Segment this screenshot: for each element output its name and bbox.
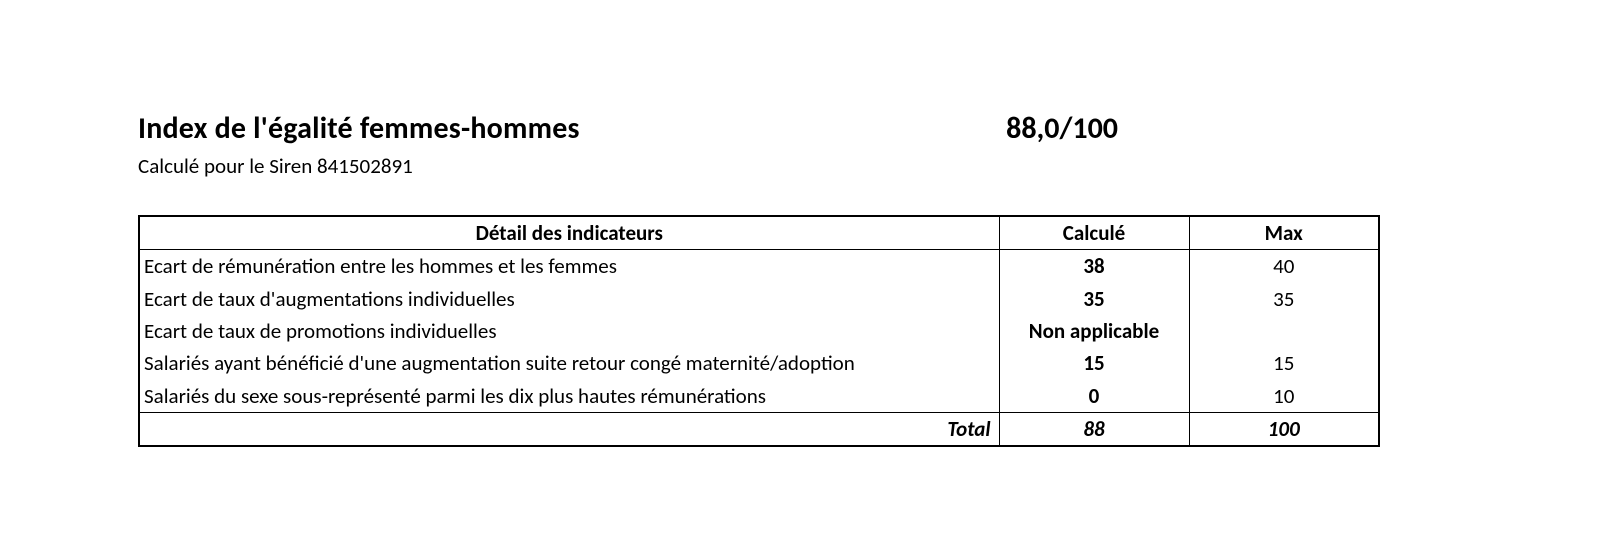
cell-max: 40 bbox=[1189, 250, 1379, 283]
table-header-row: Détail des indicateurs Calculé Max bbox=[139, 216, 1379, 250]
table-row: Ecart de taux de promotions individuelle… bbox=[139, 315, 1379, 347]
cell-detail: Ecart de taux de promotions individuelle… bbox=[139, 315, 999, 347]
cell-max bbox=[1189, 315, 1379, 347]
cell-calc: 0 bbox=[999, 380, 1189, 413]
table-footer-row: Total 88 100 bbox=[139, 413, 1379, 447]
cell-detail: Ecart de rémunération entre les hommes e… bbox=[139, 250, 999, 283]
cell-calc: 38 bbox=[999, 250, 1189, 283]
col-header-max: Max bbox=[1189, 216, 1379, 250]
table-row: Ecart de taux d'augmentations individuel… bbox=[139, 283, 1379, 315]
cell-max: 10 bbox=[1189, 380, 1379, 413]
cell-detail: Salariés ayant bénéficié d'une augmentat… bbox=[139, 347, 999, 379]
col-header-calc: Calculé bbox=[999, 216, 1189, 250]
table-row: Ecart de rémunération entre les hommes e… bbox=[139, 250, 1379, 283]
header-row: Index de l'égalité femmes-hommes 88,0/10… bbox=[138, 110, 1378, 147]
page-title: Index de l'égalité femmes-hommes bbox=[138, 110, 580, 147]
cell-max: 35 bbox=[1189, 283, 1379, 315]
footer-calc: 88 bbox=[999, 413, 1189, 447]
score-value: 88,0/100 bbox=[1006, 110, 1378, 147]
cell-calc: Non applicable bbox=[999, 315, 1189, 347]
table-row: Salariés ayant bénéficié d'une augmentat… bbox=[139, 347, 1379, 379]
report: Index de l'égalité femmes-hommes 88,0/10… bbox=[138, 110, 1378, 447]
cell-detail: Salariés du sexe sous-représenté parmi l… bbox=[139, 380, 999, 413]
indicators-table: Détail des indicateurs Calculé Max Ecart… bbox=[138, 215, 1380, 447]
cell-detail: Ecart de taux d'augmentations individuel… bbox=[139, 283, 999, 315]
table-row: Salariés du sexe sous-représenté parmi l… bbox=[139, 380, 1379, 413]
footer-max: 100 bbox=[1189, 413, 1379, 447]
cell-calc: 15 bbox=[999, 347, 1189, 379]
footer-label: Total bbox=[139, 413, 999, 447]
col-header-detail: Détail des indicateurs bbox=[139, 216, 999, 250]
subtitle: Calculé pour le Siren 841502891 bbox=[138, 153, 1378, 179]
cell-max: 15 bbox=[1189, 347, 1379, 379]
cell-calc: 35 bbox=[999, 283, 1189, 315]
